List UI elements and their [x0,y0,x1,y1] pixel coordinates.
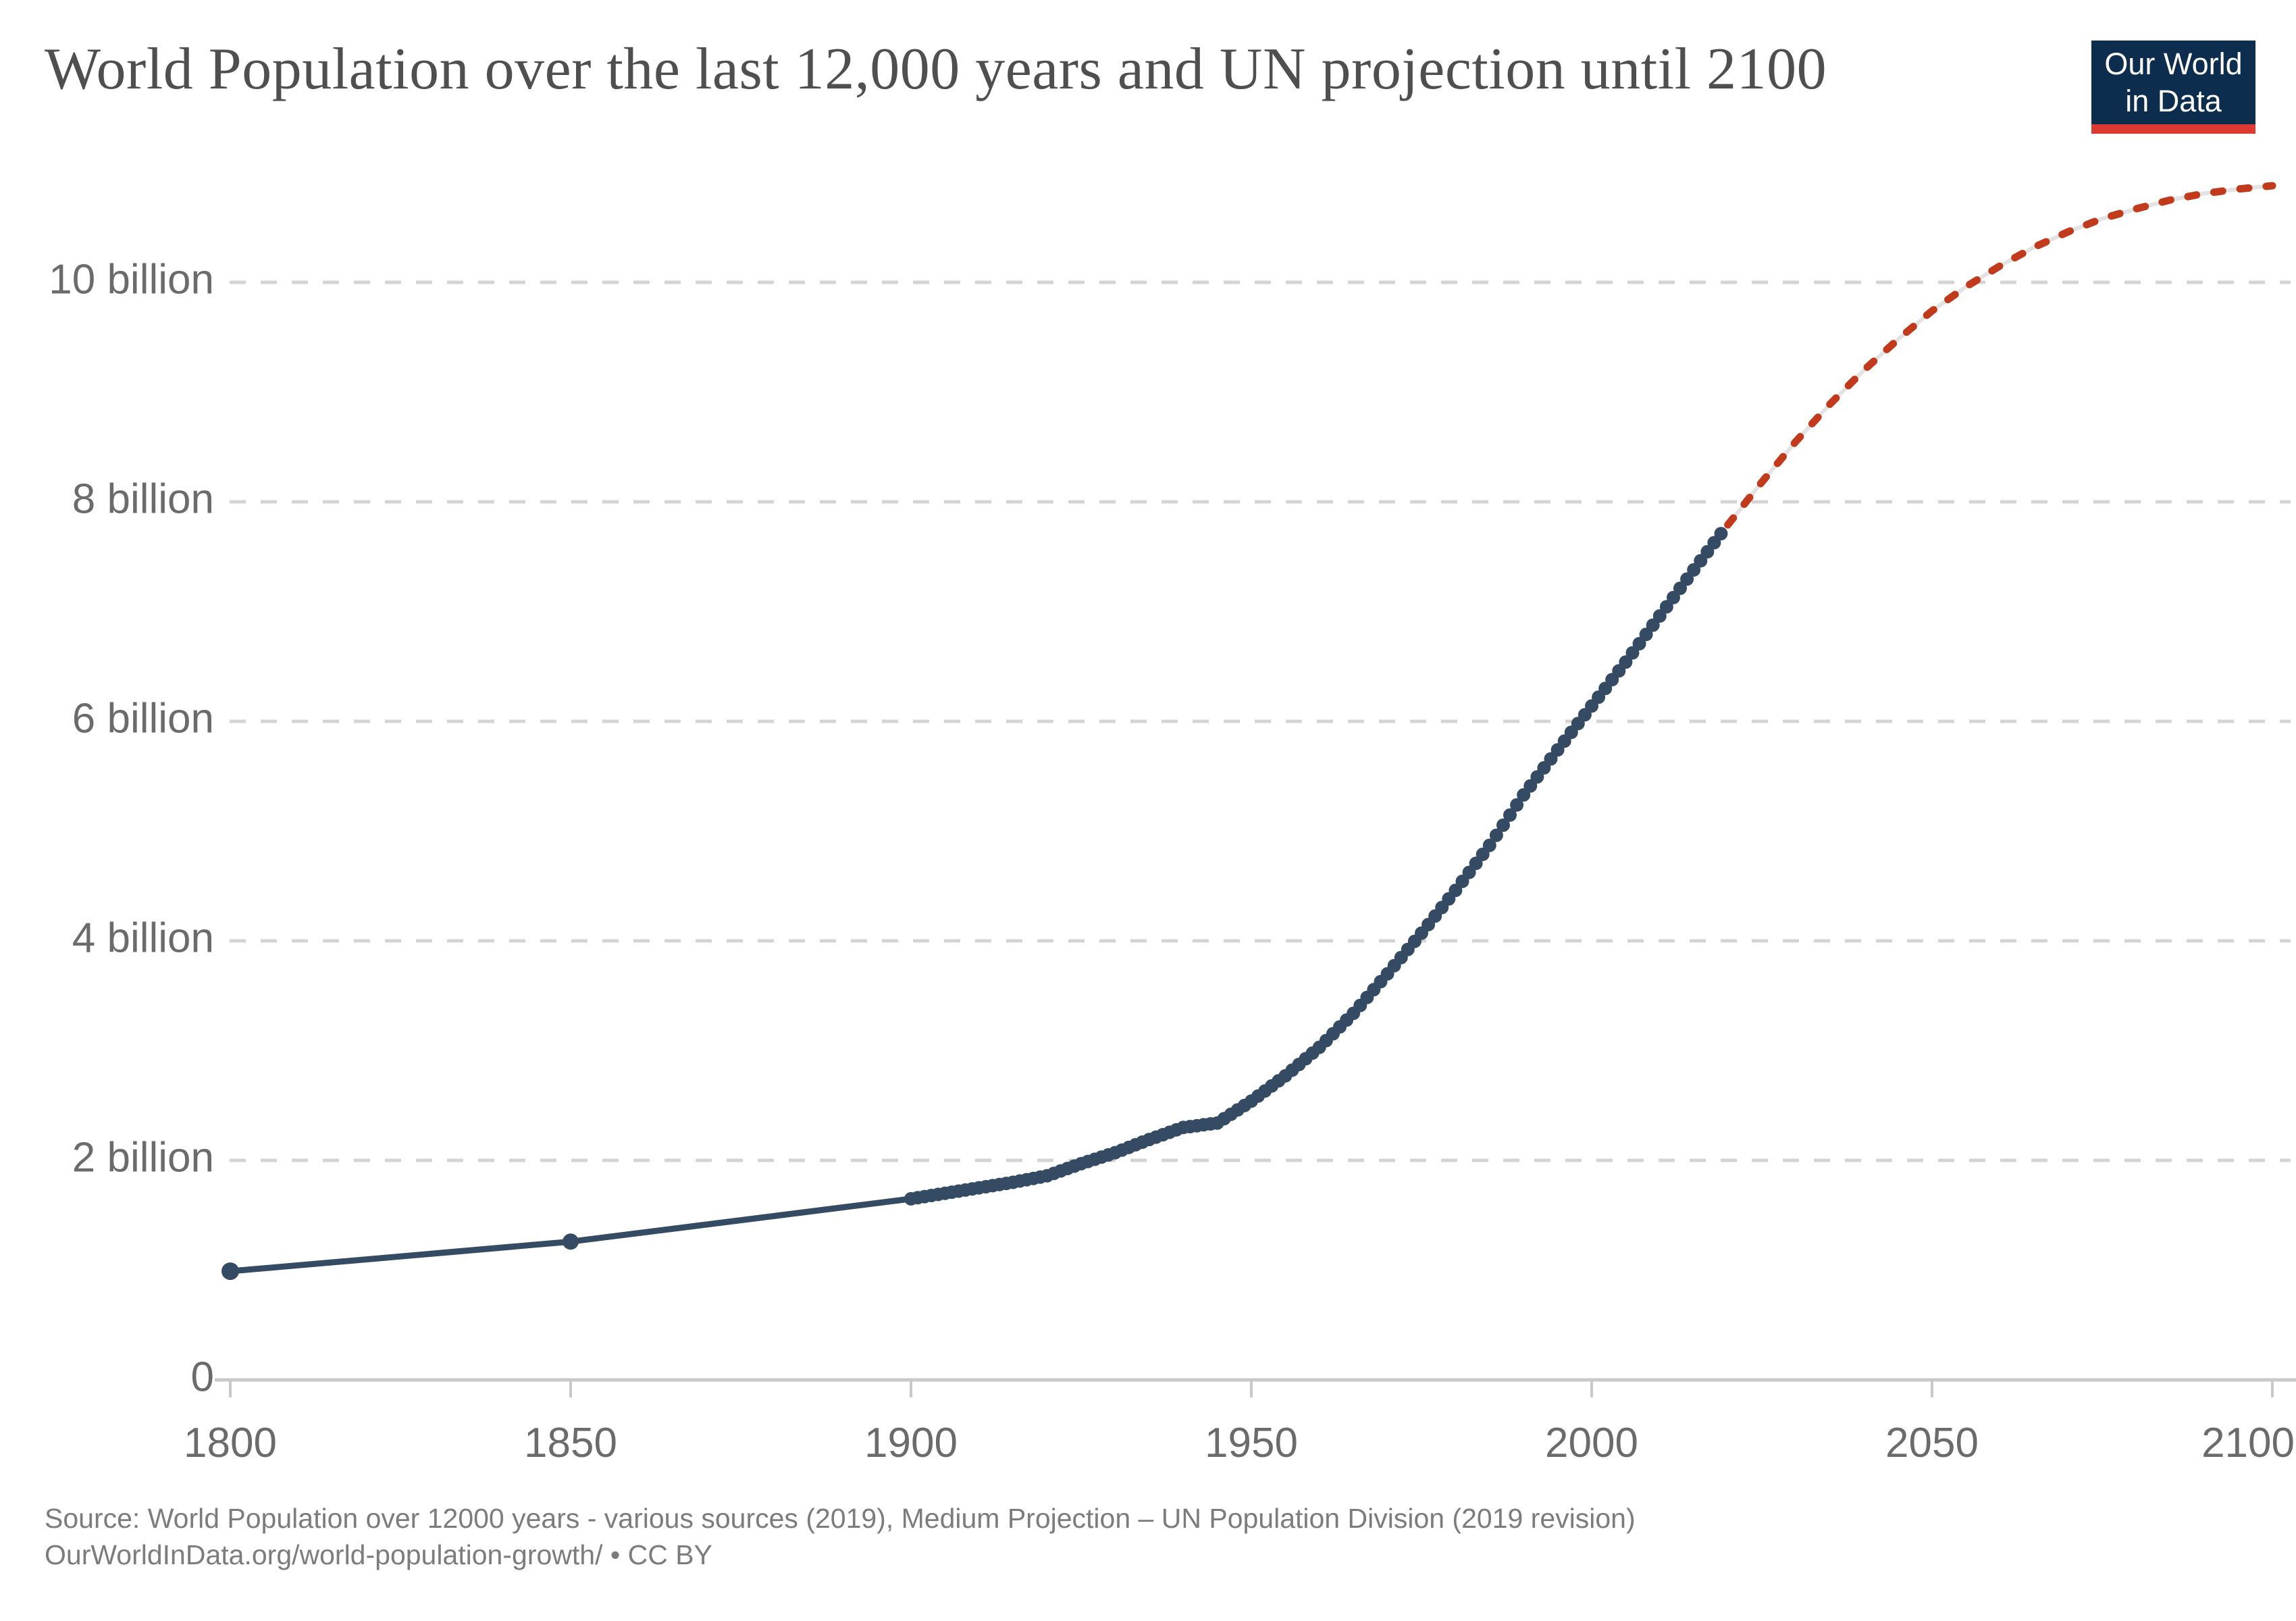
y-tick-label-8-billion: 8 billion [72,475,214,522]
source-line-2: OurWorldInData.org/world-population-grow… [45,1539,712,1570]
x-tick-label-1850: 1850 [524,1420,617,1466]
owid-logo-box: Our World in Data [2091,41,2255,124]
owid-logo-line2: in Data [2125,84,2222,118]
data-point-2012 [1667,590,1680,604]
y-tick-label-6-billion: 6 billion [72,695,214,742]
x-tick-label-2000: 2000 [1545,1420,1638,1466]
data-point-2011 [1659,600,1673,614]
y-tick-label-2-billion: 2 billion [72,1134,214,1181]
owid-logo: Our World in Data [2091,41,2255,134]
owid-logo-line1: Our World [2104,47,2243,81]
x-tick-label-1900: 1900 [864,1420,958,1466]
y-tick-label-10-billion: 10 billion [49,256,214,303]
data-point-1985 [1482,838,1496,852]
projection-underlay-line [1726,184,2273,526]
projection-dashed-line [1724,182,2276,529]
data-point-1986 [1489,828,1503,842]
data-point-2007 [1632,637,1646,650]
y-tick-label-0-billion: 0 [191,1354,214,1400]
data-point-1988 [1503,808,1517,822]
data-point-2019 [1714,527,1728,541]
source-line-1: Source: World Population over 12000 year… [45,1503,1636,1534]
data-point-1850 [563,1233,579,1250]
data-point-1987 [1496,818,1510,832]
data-point-2008 [1639,627,1653,642]
source-text: Source: World Population over 12000 year… [45,1500,2206,1573]
x-tick-label-1950: 1950 [1205,1420,1298,1466]
page-title: World Population over the last 12,000 ye… [45,36,1827,102]
x-tick-label-2050: 2050 [1885,1420,1979,1466]
data-point-1989 [1510,798,1524,812]
owid-logo-red-bar [2091,124,2255,134]
x-tick-label-1800: 1800 [184,1420,277,1466]
y-tick-label-4-billion: 4 billion [72,915,214,961]
x-tick-label-2100: 2100 [2201,1420,2295,1466]
data-point-2005 [1619,655,1633,669]
data-point-1800 [221,1262,239,1281]
